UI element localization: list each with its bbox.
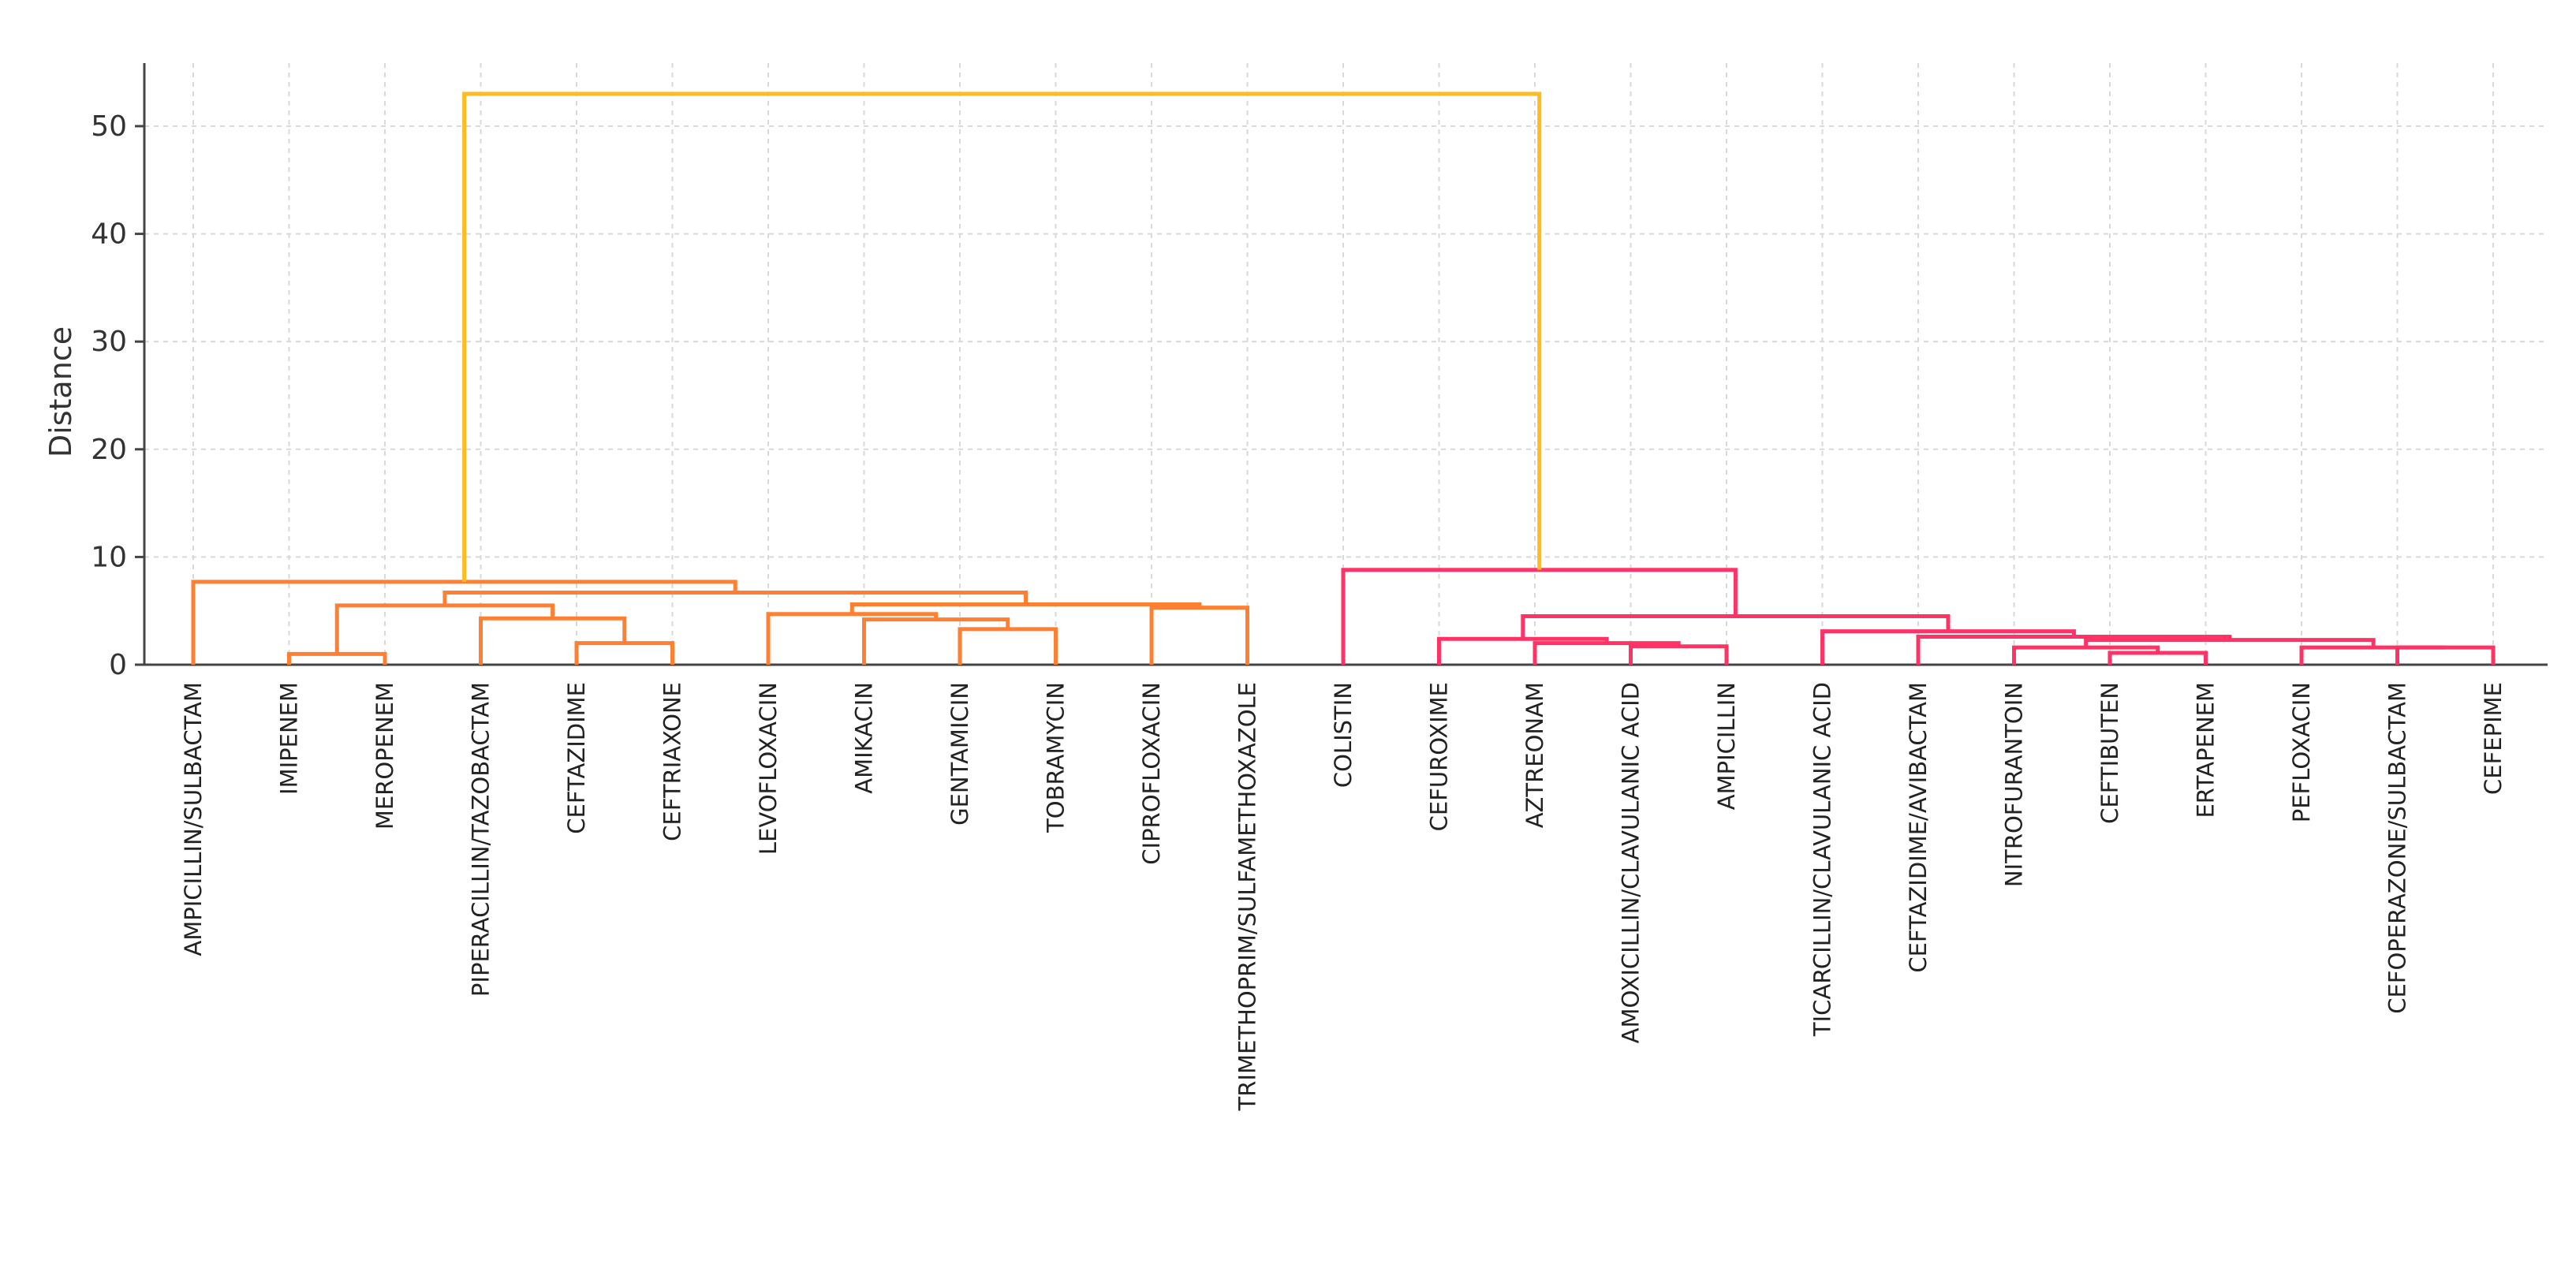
- leaf-label: NITROFURANTOIN: [2001, 682, 2028, 887]
- dendrogram-link: [2012, 645, 2160, 665]
- leaf-label: COLISTIN: [1330, 682, 1357, 788]
- leaf-label: CEFTAZIDIME: [563, 682, 590, 834]
- leaf-label: TOBRAMYCIN: [1043, 682, 1070, 833]
- dendrogram-link: [766, 612, 939, 665]
- dendrogram-link: [2107, 651, 2208, 665]
- leaf-label: AMPICILLIN: [1713, 682, 1740, 810]
- leaf-label: LEVOFLOXACIN: [755, 682, 782, 855]
- y-tick-label: 20: [91, 434, 127, 466]
- dendrogram-link: [1149, 606, 1249, 665]
- dendrogram-link: [1629, 644, 1729, 665]
- grid-layer: [144, 63, 2548, 665]
- leaf-label: AZTREONAM: [1521, 682, 1548, 828]
- y-axis-label: Distance: [43, 326, 78, 457]
- leaf-label: IMIPENEM: [276, 682, 303, 795]
- dendrogram-links: [191, 91, 2496, 665]
- dendrogram-link: [462, 91, 1542, 582]
- dendrogram-link: [958, 627, 1058, 665]
- y-tick-label: 40: [91, 218, 127, 251]
- leaf-label: CEFTAZIDIME/AVIBACTAM: [1905, 682, 1932, 973]
- leaf-label: PIPERACILLIN/TAZOBACTAM: [468, 682, 495, 997]
- leaf-label: AMOXICILLIN/CLAVULANIC ACID: [1618, 682, 1645, 1043]
- dendrogram-link: [862, 617, 1010, 665]
- dendrogram-link: [2299, 645, 2446, 665]
- dendrogram-link: [574, 641, 674, 665]
- leaf-label: AMIKACIN: [851, 682, 878, 794]
- y-tick-label: 30: [91, 326, 127, 358]
- leaf-label: GENTAMICIN: [946, 682, 973, 826]
- leaf-label: MEROPENEM: [371, 682, 398, 829]
- leaf-label: CEFEPIME: [2480, 682, 2507, 795]
- dendrogram-link: [2395, 645, 2496, 665]
- leaf-label: CEFTIBUTEN: [2096, 682, 2123, 824]
- leaf-label: CIPROFLOXACIN: [1138, 682, 1165, 865]
- leaf-label: TRIMETHOPRIM/SULFAMETHOXAZOLE: [1234, 682, 1261, 1111]
- y-ticks: 0 10 20 30 40 50: [91, 110, 144, 681]
- leaf-label: TICARCILLIN/CLAVULANIC ACID: [1809, 682, 1836, 1037]
- leaf-label: AMPICILLIN/SULBACTAM: [180, 682, 207, 956]
- leaf-label: CEFOPERAZONE/SULBACTAM: [2384, 682, 2411, 1014]
- leaf-label: CEFTRIAXONE: [659, 682, 686, 841]
- leaf-label: ERTAPENEM: [2193, 682, 2219, 818]
- dendrogram-link: [1521, 614, 1951, 639]
- y-tick-label: 0: [109, 649, 127, 681]
- axis-layer: [143, 63, 2548, 666]
- leaf-label: CEFUROXIME: [1426, 682, 1453, 831]
- y-tick-label: 50: [91, 110, 127, 143]
- leaf-labels: AMPICILLIN/SULBACTAM IMIPENEM MEROPENEM PIP…: [180, 682, 2507, 1111]
- leaf-label: PEFLOXACIN: [2288, 682, 2315, 822]
- dendrogram-link: [334, 603, 555, 654]
- y-tick-label: 10: [91, 541, 127, 573]
- dendrogram-link: [287, 651, 387, 665]
